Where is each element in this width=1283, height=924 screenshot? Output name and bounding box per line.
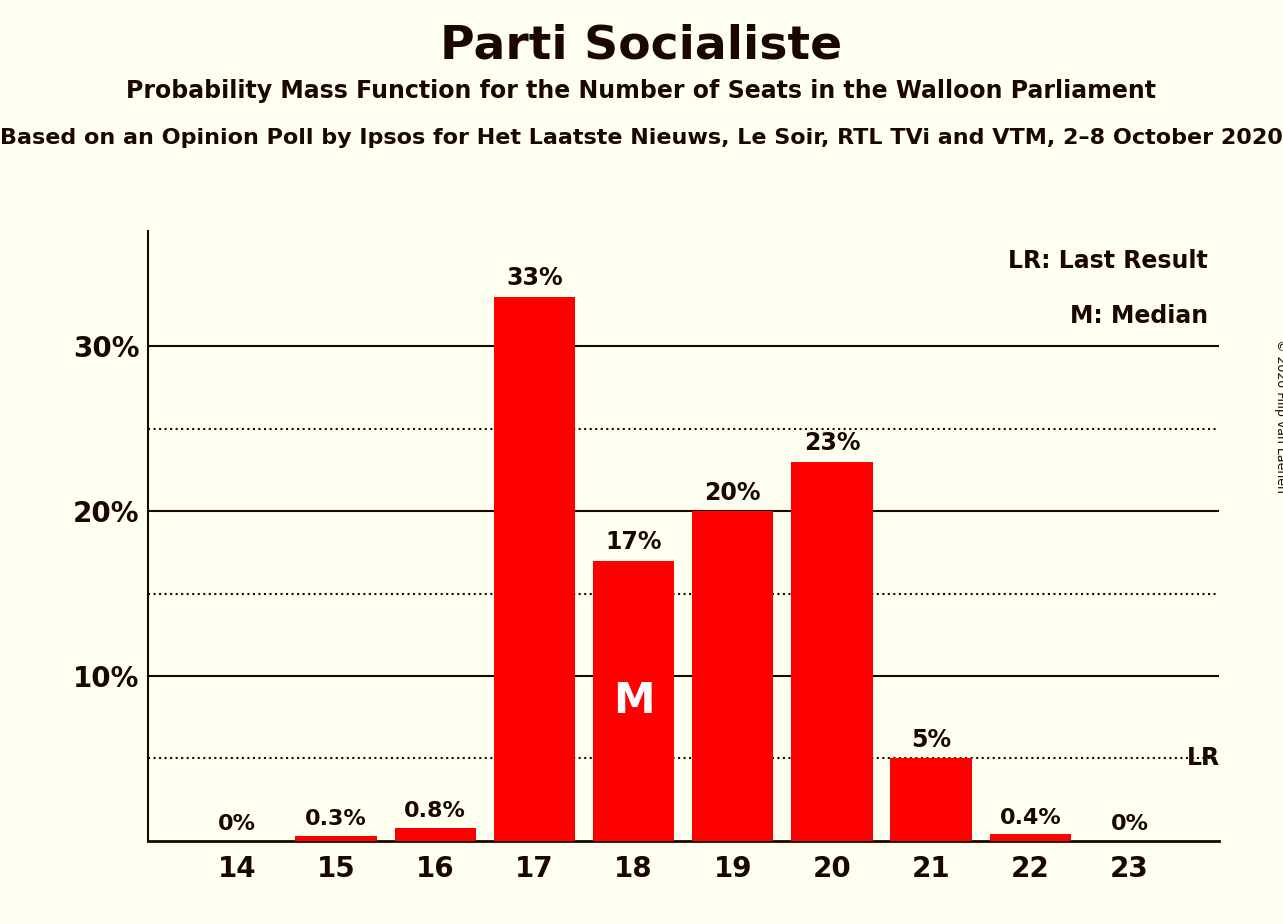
Bar [890, 759, 971, 841]
Text: 0%: 0% [1111, 814, 1148, 834]
Text: 0.3%: 0.3% [305, 809, 367, 830]
Text: M: Median: M: Median [1070, 304, 1209, 328]
Text: 0.8%: 0.8% [404, 801, 466, 821]
Text: Probability Mass Function for the Number of Seats in the Walloon Parliament: Probability Mass Function for the Number… [127, 79, 1156, 103]
Text: Based on an Opinion Poll by Ipsos for Het Laatste Nieuws, Le Soir, RTL TVi and V: Based on an Opinion Poll by Ipsos for He… [0, 128, 1283, 148]
Text: 20%: 20% [704, 480, 761, 505]
Text: 0.4%: 0.4% [999, 808, 1061, 828]
Text: 5%: 5% [911, 728, 951, 752]
Text: Parti Socialiste: Parti Socialiste [440, 23, 843, 68]
Text: 23%: 23% [803, 432, 860, 456]
Text: 0%: 0% [218, 814, 255, 834]
Text: M: M [613, 680, 654, 722]
Text: LR: LR [1187, 747, 1220, 771]
Text: © 2020 Filip van Laenen: © 2020 Filip van Laenen [1274, 339, 1283, 492]
Bar [494, 297, 575, 841]
Bar [792, 462, 872, 841]
Bar [395, 828, 476, 841]
Bar [989, 834, 1071, 841]
Text: 17%: 17% [606, 530, 662, 554]
Bar [593, 561, 675, 841]
Text: LR: Last Result: LR: Last Result [1008, 249, 1209, 274]
Text: 33%: 33% [506, 266, 563, 290]
Bar [692, 511, 774, 841]
Bar [295, 836, 377, 841]
